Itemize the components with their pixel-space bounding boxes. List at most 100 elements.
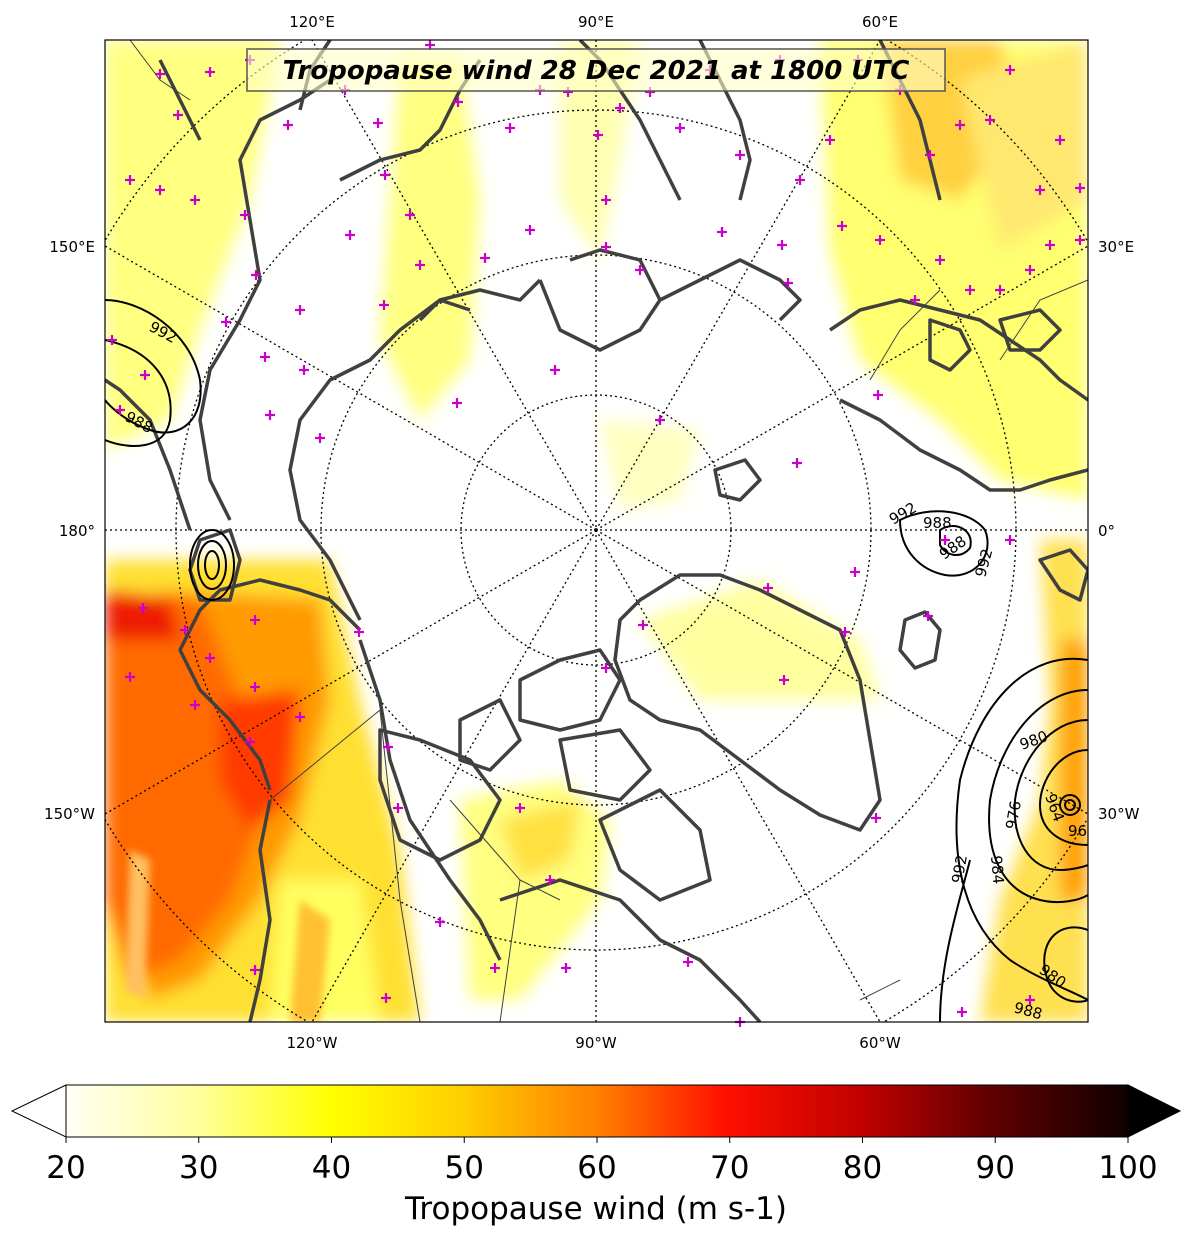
- station-marker: [1075, 183, 1085, 193]
- station-marker: [240, 210, 250, 220]
- station-marker: [871, 813, 881, 823]
- station-marker: [250, 965, 260, 975]
- colorbar-label: Tropopause wind (m s-1): [404, 1191, 787, 1227]
- station-marker: [985, 115, 995, 125]
- station-marker: [125, 175, 135, 185]
- station-marker: [381, 993, 391, 1003]
- station-marker: [107, 335, 117, 345]
- wind-shading: [105, 40, 1088, 1022]
- station-marker: [957, 1007, 967, 1017]
- station-marker: [265, 410, 275, 420]
- colorbar-tick-label: 20: [46, 1150, 85, 1186]
- station-marker: [452, 398, 462, 408]
- station-marker: [1055, 135, 1065, 145]
- contour-label: 976: [1002, 799, 1025, 830]
- station-marker: [125, 672, 135, 682]
- station-marker: [190, 700, 200, 710]
- lon-label-top: 60°E: [862, 13, 898, 31]
- station-marker: [777, 240, 787, 250]
- station-marker: [190, 195, 200, 205]
- station-marker: [601, 663, 611, 673]
- colorbar-tick-label: 100: [1098, 1150, 1157, 1186]
- station-marker: [295, 305, 305, 315]
- station-marker: [315, 433, 325, 443]
- station-marker: [655, 415, 665, 425]
- contour-label: 988: [923, 514, 952, 532]
- map-frame: [104, 39, 1089, 1023]
- station-marker: [345, 230, 355, 240]
- station-marker: [995, 285, 1005, 295]
- colorbar: 20 30 40 50 60 70 80 90 100 Tropopause wind (m s…: [10, 1084, 1182, 1227]
- station-marker: [717, 227, 727, 237]
- station-marker: [925, 150, 935, 160]
- borders: [129, 40, 1088, 1022]
- lon-label-bottom: 60°W: [859, 1034, 901, 1052]
- colorbar-tick-label: 80: [843, 1150, 882, 1186]
- station-marker: [1005, 65, 1015, 75]
- lon-label-left: 180°: [59, 522, 95, 540]
- station-marker: [480, 253, 490, 263]
- lon-label-left: 150°W: [44, 805, 95, 823]
- station-marker: [515, 803, 525, 813]
- contour-label: 992: [948, 853, 971, 884]
- station-marker: [1025, 995, 1035, 1005]
- station-marker: [825, 135, 835, 145]
- station-marker: [1075, 235, 1085, 245]
- contour-label: 96: [1068, 822, 1087, 840]
- lon-label-top: 120°E: [289, 13, 335, 31]
- station-marker: [435, 917, 445, 927]
- station-marker: [935, 255, 945, 265]
- station-marker: [393, 803, 403, 813]
- station-marker: [550, 365, 560, 375]
- station-marker: [173, 110, 183, 120]
- lon-label-bottom: 90°W: [575, 1034, 617, 1052]
- station-marker: [354, 627, 364, 637]
- lon-label-right: 30°W: [1098, 805, 1140, 823]
- station-marker: [260, 352, 270, 362]
- colorbar-tick-label: 70: [710, 1150, 749, 1186]
- map-panel: 992 988 992 988 988 992 980 976 984 964 …: [104, 39, 1089, 1027]
- title-box: Tropopause wind 28 Dec 2021 at 1800 UTC: [246, 48, 946, 92]
- station-marker: [795, 175, 805, 185]
- station-marker: [923, 611, 933, 621]
- lon-label-right: 0°: [1098, 522, 1115, 540]
- station-marker: [910, 295, 920, 305]
- station-marker: [875, 235, 885, 245]
- station-marker: [783, 278, 793, 288]
- station-marker: [763, 583, 773, 593]
- station-marker: [251, 270, 261, 280]
- station-marker: [1005, 535, 1015, 545]
- colorbar-tick-label: 90: [976, 1150, 1015, 1186]
- station-marker: [180, 625, 190, 635]
- station-marker: [593, 130, 603, 140]
- station-marker: [283, 120, 293, 130]
- station-marker: [205, 653, 215, 663]
- station-marker: [245, 737, 255, 747]
- contour-label: 984: [987, 855, 1007, 885]
- station-marker: [779, 675, 789, 685]
- station-marker: [205, 67, 215, 77]
- station-marker: [373, 118, 383, 128]
- colorbar-tick-label: 30: [179, 1150, 218, 1186]
- station-marker: [561, 963, 571, 973]
- colorbar-tick-label: 50: [445, 1150, 484, 1186]
- station-marker: [405, 210, 415, 220]
- station-marker: [250, 682, 260, 692]
- station-marker: [379, 300, 389, 310]
- lon-label-bottom: 120°W: [287, 1034, 338, 1052]
- station-marker: [155, 69, 165, 79]
- pressure-contours: [105, 299, 1088, 1022]
- lon-label-right: 30°E: [1098, 238, 1134, 256]
- station-marker: [545, 875, 555, 885]
- station-marker: [965, 285, 975, 295]
- graticule: [105, 40, 1088, 1022]
- colorbar-tick-label: 40: [312, 1150, 351, 1186]
- station-marker: [525, 225, 535, 235]
- station-marker: [873, 390, 883, 400]
- station-marker: [638, 620, 648, 630]
- station-marker: [415, 260, 425, 270]
- station-marker: [115, 405, 125, 415]
- station-marker: [792, 458, 802, 468]
- station-marker: [299, 365, 309, 375]
- lon-label-left: 150°E: [49, 238, 95, 256]
